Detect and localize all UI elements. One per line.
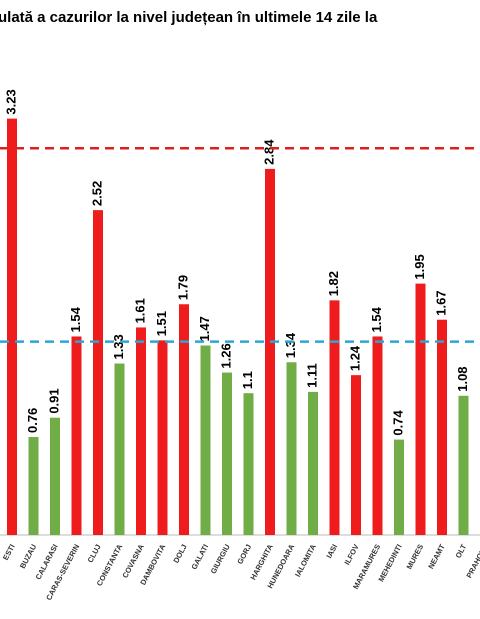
x-tick-label: IALOMITA [293, 542, 318, 578]
value-label: 1.61 [132, 298, 147, 323]
bar [308, 391, 318, 535]
x-tick-label: ESTI [1, 543, 17, 562]
value-label: 1.54 [369, 306, 384, 332]
chart-title: ulată a cazurilor la nivel județean în u… [0, 9, 378, 26]
bar [394, 439, 404, 535]
x-tick-label: CLUJ [86, 543, 103, 565]
value-label: 1.34 [283, 332, 298, 358]
x-tick-label: ILFOV [342, 543, 360, 567]
value-label: 1.1 [240, 371, 255, 389]
bar [114, 363, 125, 535]
value-label: 1.08 [455, 366, 470, 391]
bar [243, 393, 254, 535]
bar [200, 345, 211, 535]
bar [415, 283, 426, 535]
bar [329, 300, 340, 535]
x-tick-label: IASI [324, 543, 339, 560]
x-tick-label: GORJ [235, 543, 253, 566]
x-tick-label: BUZAU [18, 543, 38, 570]
value-label: 1.95 [412, 254, 427, 279]
bar [286, 362, 297, 535]
value-label: 1.67 [433, 290, 448, 315]
value-label: 1.79 [175, 275, 190, 300]
x-tick-label: GIURGIU [209, 543, 232, 576]
value-label: 1.26 [218, 343, 233, 368]
bar [265, 168, 275, 535]
bar [136, 327, 146, 535]
x-tick-label: NEAMT [426, 542, 447, 570]
bar [372, 336, 383, 535]
value-label: 1.24 [347, 345, 362, 371]
x-tick-label: DOLJ [171, 543, 188, 565]
bar [50, 417, 60, 535]
bar [179, 304, 189, 535]
bar [437, 319, 447, 535]
x-tick-label: OLT [454, 542, 469, 559]
value-label: 1.82 [326, 271, 341, 296]
bar [351, 375, 361, 535]
value-label: 1.11 [304, 363, 319, 388]
value-label: 1.33 [111, 334, 126, 359]
value-label: 1.47 [197, 316, 212, 341]
value-label: 0.76 [25, 408, 40, 433]
bar [157, 340, 168, 535]
bar [458, 395, 469, 535]
value-label: 0.91 [46, 388, 61, 413]
x-tick-label: GALATI [189, 543, 210, 571]
value-label: 2.84 [261, 139, 276, 165]
bar [71, 336, 82, 535]
value-label: 1.51 [154, 311, 169, 336]
value-label: 3.23 [3, 89, 18, 114]
bar [93, 210, 103, 536]
bar [222, 372, 232, 535]
x-tick-label: MURES [405, 543, 426, 571]
bar [28, 437, 39, 535]
value-label: 0.74 [390, 410, 405, 436]
value-label: 1.54 [68, 306, 83, 332]
value-label: 2.52 [89, 181, 104, 206]
bar [7, 118, 17, 535]
